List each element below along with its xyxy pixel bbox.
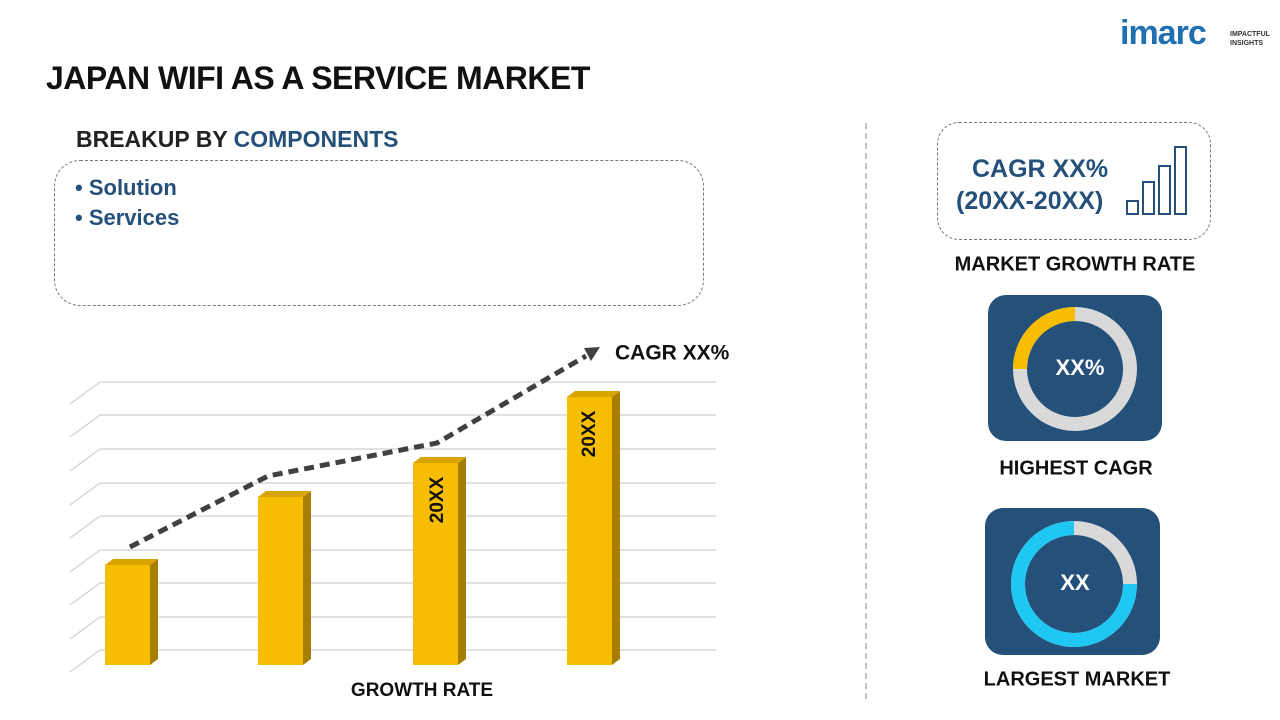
title: JAPAN WIFI AS A SERVICE MARKET [46,60,590,96]
bars [105,391,620,665]
bar-label: 20XX [579,410,600,457]
logo-tagline: IMPACTFUL INSIGHTS [1230,30,1270,48]
heading-label: BREAKUP BY [76,126,228,152]
cagr-line: (20XX-20XX) [956,187,1104,215]
tagline-line: IMPACTFUL [1230,31,1270,38]
tagline-line: INSIGHTS [1230,40,1264,47]
arrow-head [584,347,600,361]
cagr-line: CAGR XX% [972,155,1109,183]
caption: HIGHEST CAGR [999,457,1153,479]
donut-value: XX% [1056,355,1105,380]
cagr-label: CAGR XX% [615,342,730,365]
donut-value: XX [1060,570,1090,595]
donut-arc [1011,521,1137,647]
cagr-box: CAGR XX% (20XX-20XX) [937,122,1211,240]
item-list: Solution Services [55,173,703,233]
axis-label: GROWTH RATE [351,680,493,701]
trend-arrow [128,353,588,550]
item: Services [75,203,703,233]
growth-icon [1126,146,1187,215]
logo: imarc [1120,14,1207,52]
heading-highlight: COMPONENTS [233,126,399,152]
section-heading: BREAKUP BY COMPONENTS [76,126,398,153]
item: Solution [75,173,703,203]
bar-label: 20XX [427,476,448,523]
caption: MARKET GROWTH RATE [955,253,1196,275]
caption: LARGEST MARKET [984,668,1171,690]
items-box: Solution Services [54,160,704,306]
donut-arc [1013,307,1076,370]
